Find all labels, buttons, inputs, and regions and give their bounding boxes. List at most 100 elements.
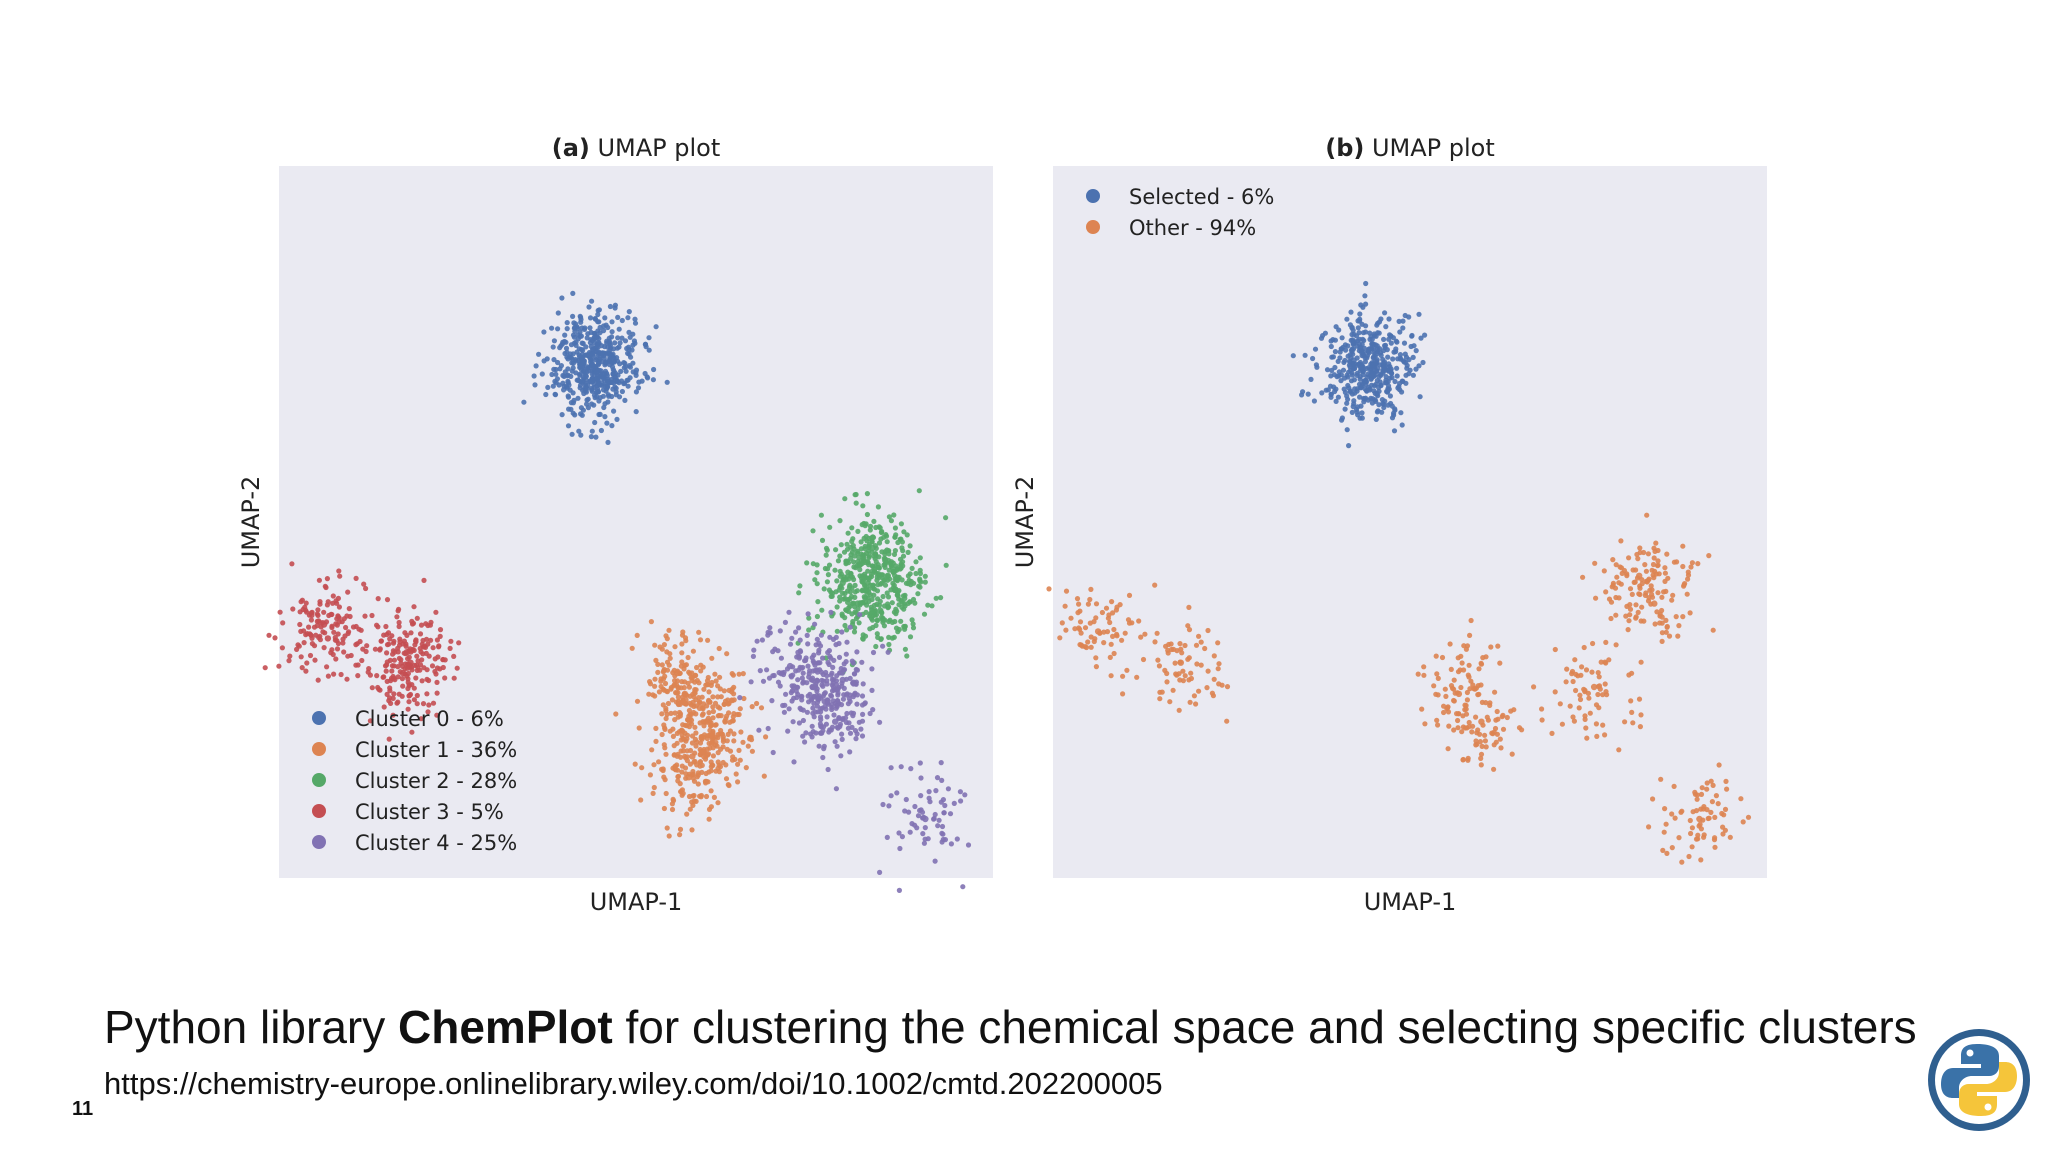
series-3	[262, 561, 462, 742]
data-point-marker	[1693, 808, 1700, 814]
data-point-marker	[696, 629, 702, 635]
data-point-marker	[658, 678, 664, 684]
data-point-marker	[1164, 670, 1170, 677]
data-point-marker	[1382, 363, 1388, 369]
data-point-marker	[1463, 706, 1469, 712]
data-point-marker	[614, 355, 620, 361]
data-point-marker	[1593, 721, 1599, 727]
data-point-marker	[1328, 391, 1334, 397]
data-point-marker	[864, 491, 871, 497]
data-point-marker	[566, 354, 572, 360]
data-point-marker	[642, 341, 649, 347]
data-point-marker	[825, 572, 832, 578]
data-point-marker	[647, 679, 653, 685]
data-point-marker	[686, 793, 693, 800]
data-point-marker	[622, 338, 629, 344]
data-point-marker	[907, 634, 914, 640]
data-point-marker	[715, 800, 721, 806]
data-point-marker	[1343, 347, 1349, 353]
data-point-marker	[839, 731, 845, 737]
data-point-marker	[1650, 561, 1657, 568]
data-point-marker	[429, 663, 436, 669]
data-point-marker	[1675, 633, 1681, 639]
data-point-marker	[787, 641, 794, 647]
data-point-marker	[1664, 850, 1670, 857]
data-point-marker	[1628, 698, 1634, 704]
data-point-marker	[384, 597, 391, 603]
data-point-marker	[1652, 548, 1658, 555]
data-point-marker	[1670, 592, 1676, 598]
data-point-marker	[596, 411, 602, 418]
data-point-marker	[404, 632, 410, 639]
data-point-marker	[521, 399, 527, 405]
data-point-marker	[1464, 697, 1470, 703]
data-point-marker	[1455, 725, 1461, 731]
data-point-marker	[788, 674, 795, 680]
data-point-marker	[1400, 325, 1406, 331]
data-point-marker	[1209, 690, 1215, 696]
data-point-marker	[646, 691, 652, 697]
data-point-marker	[1570, 714, 1576, 720]
data-point-marker	[1473, 714, 1479, 720]
data-point-marker	[869, 617, 876, 623]
data-point-marker	[1484, 714, 1490, 720]
data-point-marker	[718, 727, 724, 734]
data-point-marker	[1362, 386, 1368, 392]
data-point-marker	[754, 700, 760, 707]
data-point-marker	[835, 690, 841, 696]
data-point-marker	[299, 665, 305, 671]
data-point-marker	[636, 379, 642, 385]
data-point-marker	[1483, 744, 1489, 750]
data-point-marker	[419, 678, 425, 684]
data-point-marker	[862, 543, 868, 549]
data-point-marker	[712, 671, 718, 677]
data-point-marker	[898, 618, 904, 624]
data-point-marker	[751, 647, 757, 653]
data-point-marker	[1188, 670, 1194, 676]
data-point-marker	[658, 683, 664, 690]
data-point-marker	[1093, 655, 1099, 661]
data-point-marker	[1349, 391, 1355, 397]
data-point-marker	[617, 361, 623, 367]
legend-marker	[1086, 220, 1100, 234]
data-point-marker	[1366, 346, 1372, 352]
data-point-marker	[1672, 815, 1678, 821]
data-point-marker	[1108, 641, 1114, 647]
data-point-marker	[634, 632, 640, 639]
data-point-marker	[625, 383, 631, 389]
data-point-marker	[594, 344, 600, 350]
data-point-marker	[659, 711, 665, 717]
data-point-marker	[915, 591, 921, 597]
data-point-marker	[1185, 656, 1191, 662]
data-point-marker	[677, 832, 683, 838]
data-point-marker	[683, 771, 689, 777]
data-point-marker	[1635, 556, 1641, 562]
data-point-marker	[1376, 374, 1382, 380]
data-point-marker	[414, 692, 420, 699]
data-point-marker	[783, 691, 789, 697]
data-point-marker	[1383, 374, 1389, 380]
data-point-marker	[778, 671, 784, 677]
data-point-marker	[585, 396, 591, 402]
data-point-marker	[653, 725, 659, 732]
data-point-marker	[1347, 364, 1353, 370]
data-point-marker	[411, 697, 417, 703]
data-point-marker	[656, 689, 663, 695]
data-point-marker	[1186, 627, 1193, 633]
data-point-marker	[852, 589, 858, 595]
data-point-marker	[748, 734, 754, 741]
data-point-marker	[731, 691, 737, 697]
data-point-marker	[859, 702, 866, 708]
data-point-marker	[1434, 717, 1440, 723]
data-point-marker	[551, 338, 558, 344]
data-point-marker	[414, 653, 420, 659]
data-point-marker	[1686, 853, 1692, 860]
data-point-marker	[724, 738, 730, 744]
data-point-marker	[311, 624, 318, 630]
data-point-marker	[873, 612, 880, 618]
data-point-marker	[363, 585, 369, 592]
data-point-marker	[850, 536, 856, 542]
data-point-marker	[675, 690, 681, 696]
source-url[interactable]: https://chemistry-europe.onlinelibrary.w…	[104, 1066, 1163, 1101]
data-point-marker	[912, 803, 918, 810]
